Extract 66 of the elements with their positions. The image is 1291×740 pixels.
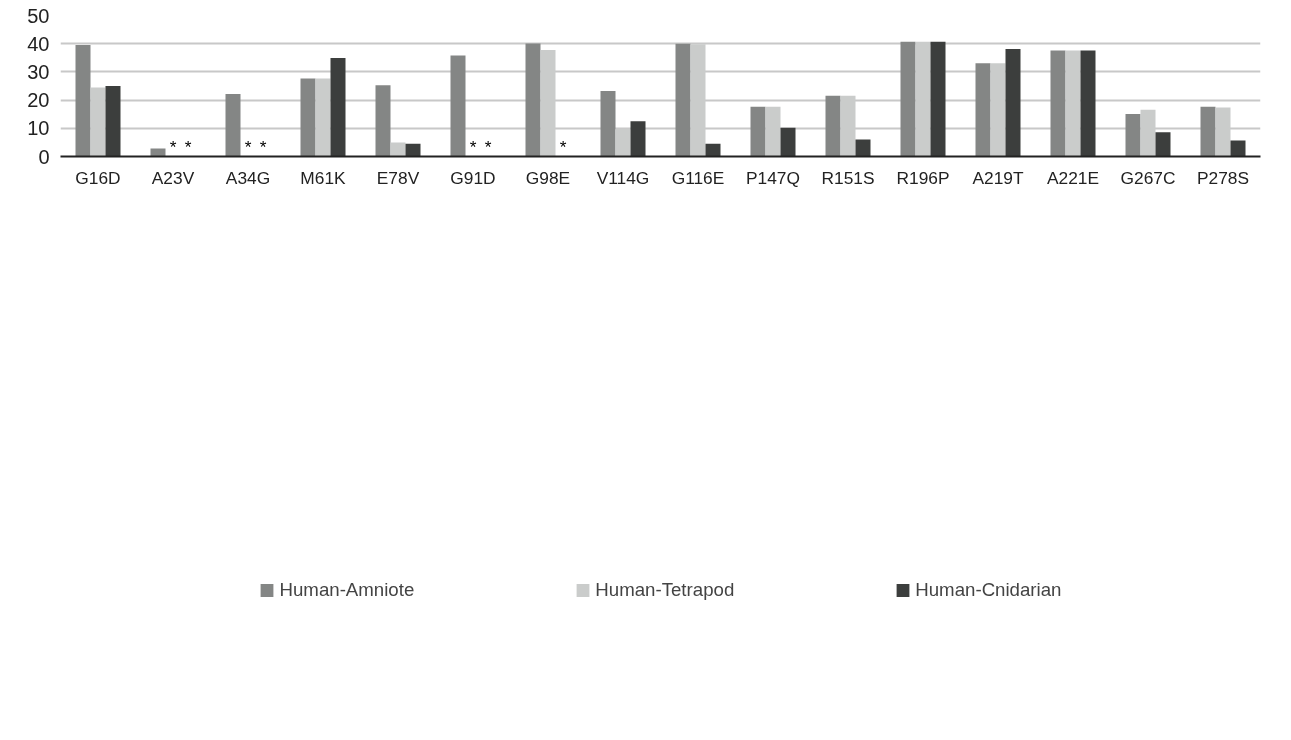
bar bbox=[525, 43, 541, 157]
legend-label: Human-Amniote bbox=[279, 578, 415, 601]
text: * bbox=[184, 136, 192, 157]
bar bbox=[315, 78, 331, 157]
bar bbox=[375, 85, 391, 157]
y-tick-label: 50 bbox=[27, 4, 50, 27]
text: * bbox=[469, 136, 477, 157]
x-tick-label: A34G bbox=[225, 167, 271, 188]
bar bbox=[300, 78, 316, 157]
bar bbox=[390, 142, 406, 157]
x-tick-label: A219T bbox=[972, 167, 1024, 188]
bar bbox=[975, 63, 991, 157]
bar bbox=[1050, 50, 1066, 157]
x-tick-label: A23V bbox=[151, 167, 195, 188]
bar bbox=[600, 91, 616, 157]
bar bbox=[1065, 50, 1081, 157]
bar bbox=[90, 87, 106, 157]
y-tick-label: 40 bbox=[27, 32, 50, 55]
y-tick-label: 0 bbox=[38, 145, 50, 168]
text: * bbox=[244, 136, 252, 157]
x-tick-label: P278S bbox=[1196, 167, 1250, 188]
text: * bbox=[169, 136, 177, 157]
y-tick-label: 20 bbox=[27, 89, 50, 112]
bar bbox=[825, 95, 841, 157]
bar bbox=[780, 127, 796, 157]
bar bbox=[1200, 106, 1216, 157]
text: * bbox=[259, 136, 267, 157]
x-tick-label: G98E bbox=[525, 167, 571, 188]
bar bbox=[675, 43, 691, 157]
bar bbox=[330, 58, 346, 157]
bar bbox=[855, 139, 871, 157]
bar bbox=[705, 143, 721, 157]
bar bbox=[630, 121, 646, 157]
bar bbox=[450, 55, 466, 157]
bar bbox=[225, 93, 241, 157]
x-tick-label: G116E bbox=[671, 167, 725, 188]
legend-label: Human-Tetrapod bbox=[595, 578, 735, 601]
bar bbox=[930, 41, 946, 157]
x-tick-label: P147Q bbox=[746, 167, 800, 188]
x-tick-label: G91D bbox=[450, 167, 496, 188]
x-tick-label: E78V bbox=[376, 167, 420, 188]
bar bbox=[765, 106, 781, 157]
x-tick-label: G267C bbox=[1120, 167, 1176, 188]
bar bbox=[75, 45, 91, 157]
x-tick-label: R196P bbox=[896, 167, 950, 188]
x-tick-label: R151S bbox=[821, 167, 875, 188]
x-tick-label: M61K bbox=[300, 167, 347, 188]
bar bbox=[1125, 113, 1141, 157]
bar bbox=[750, 106, 766, 157]
x-tick-label: A221E bbox=[1046, 167, 1100, 188]
y-tick-label: 30 bbox=[27, 60, 50, 83]
legend-label: Human-Cnidarian bbox=[915, 578, 1062, 601]
bar bbox=[1080, 50, 1096, 157]
bar bbox=[915, 41, 931, 157]
x-tick-label: V114G bbox=[596, 167, 650, 188]
bar bbox=[1005, 49, 1021, 157]
bar bbox=[1230, 140, 1246, 157]
text: * bbox=[559, 136, 567, 157]
bar bbox=[900, 41, 916, 157]
x-tick-label: G16D bbox=[75, 167, 121, 188]
text: * bbox=[484, 136, 492, 157]
y-tick-label: 10 bbox=[27, 117, 50, 140]
bar bbox=[405, 143, 421, 157]
bar bbox=[105, 86, 121, 157]
bar bbox=[1155, 132, 1171, 157]
bar bbox=[990, 63, 1006, 157]
